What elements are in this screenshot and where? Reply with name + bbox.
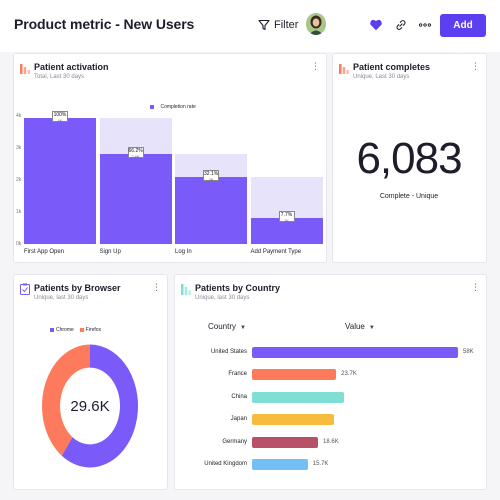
y-tick-label: 3k — [16, 145, 22, 151]
donut-slice-chrome[interactable] — [61, 344, 138, 468]
percent-sub-label: 4K — [57, 117, 63, 123]
bar-sign-up[interactable] — [99, 154, 172, 244]
y-tick-label: 1k — [16, 209, 22, 215]
link-icon[interactable] — [393, 17, 409, 33]
country-column-header[interactable]: Country ▼ — [208, 322, 246, 331]
chart-legend: Completion rate — [150, 98, 202, 116]
bar-log-in[interactable] — [175, 176, 247, 244]
bar-france[interactable] — [252, 369, 337, 381]
card-menu-icon[interactable]: ⋮ — [471, 282, 480, 292]
avatar-image — [306, 13, 326, 35]
y-tick-label: 2k — [16, 177, 22, 183]
top-header: Product metric - New Users Filter — [0, 0, 500, 54]
patients-by-country-card: Patients by Country Unique, last 30 days… — [174, 274, 487, 490]
completes-value: 6,083 — [356, 134, 462, 183]
percent-label: 100% 4K — [52, 110, 68, 123]
country-label: Japan — [230, 416, 247, 423]
x-category-label: Sign Up — [99, 249, 121, 255]
bar-united-states[interactable] — [252, 347, 458, 358]
percent-sub-label: 2K — [208, 176, 214, 182]
country-label: Germany — [222, 438, 247, 445]
bar-chart-icon — [181, 284, 191, 295]
card-title: Patient activation — [34, 62, 109, 72]
percent-label: 66.2% 2.6K — [127, 147, 144, 160]
card-menu-icon[interactable]: ⋮ — [311, 61, 320, 71]
card-menu-icon[interactable]: ⋮ — [152, 282, 161, 292]
legend-firefox: Firefox — [85, 326, 102, 333]
country-label: France — [228, 371, 247, 378]
percent-label: 32.1% 2K — [203, 169, 219, 182]
percent-sub-label: 2.6K — [131, 154, 140, 160]
country-label: United States — [210, 349, 247, 355]
card-subtitle: Unique, last 30 days — [34, 295, 89, 301]
x-category-label: Add Payment Type — [250, 249, 302, 255]
browser-legend: Chrome Firefox — [50, 321, 107, 339]
y-tick-label: 4k — [16, 113, 22, 119]
bar-chart-icon — [339, 64, 349, 74]
donut-slice-firefox[interactable] — [42, 344, 90, 456]
percent-label: 7.7% 1K — [278, 211, 295, 224]
more-options-icon[interactable] — [417, 17, 433, 33]
x-category-label: First App Open — [24, 249, 65, 255]
legend-chrome: Chrome — [56, 326, 74, 333]
bar-germany[interactable] — [252, 436, 319, 448]
card-subtitle: Total, Last 30 days — [34, 74, 85, 80]
page-title: Product metric - New Users — [14, 16, 195, 32]
bar-japan[interactable] — [252, 414, 334, 426]
add-report-button[interactable]: Add Report — [440, 14, 486, 54]
percent-sub-label: 1K — [284, 218, 289, 224]
caret-down-icon: ▼ — [368, 325, 375, 331]
x-category-label: Log In — [175, 249, 192, 255]
caret-down-icon: ▼ — [240, 325, 246, 331]
legend-swatch — [79, 327, 84, 332]
browser-donut-chart — [42, 344, 138, 468]
y-tick-label: 0k — [16, 241, 22, 247]
bar-china[interactable] — [252, 391, 345, 403]
avatar[interactable] — [306, 13, 326, 35]
bar-value-label: 15.7K — [312, 461, 329, 467]
country-label: China — [231, 393, 247, 400]
filter-icon — [258, 19, 270, 31]
card-subtitle: Unique, Last 30 days — [353, 74, 410, 80]
bar-add-payment-type[interactable] — [250, 218, 323, 244]
country-label: United Kingdom — [204, 461, 247, 467]
bar-value-label: 58K — [463, 349, 474, 355]
value-header-label: Value — [345, 322, 365, 331]
card-title: Patient completes — [353, 62, 431, 72]
card-title: Patients by Country — [195, 283, 281, 293]
bar-value-label: 18.6K — [323, 438, 339, 445]
legend-completion-rate: Completion rate — [160, 103, 196, 110]
card-menu-icon[interactable]: ⋮ — [471, 61, 480, 71]
bar-first-app-open[interactable] — [24, 117, 96, 244]
card-title: Patients by Browser — [34, 283, 121, 293]
bar-value-label: 23.7K — [341, 371, 357, 378]
filter-button[interactable]: Filter — [258, 14, 298, 36]
heart-icon[interactable] — [368, 17, 384, 33]
value-column-header[interactable]: Value ▼ — [345, 322, 375, 331]
bar-united-kingdom[interactable] — [252, 459, 308, 470]
bar-chart-icon — [20, 64, 30, 74]
card-subtitle: Unique, last 30 days — [195, 295, 250, 301]
completes-caption: Complete - Unique — [379, 193, 439, 200]
filter-label: Filter — [274, 19, 299, 31]
country-header-label: Country — [208, 322, 237, 331]
donut-center-value: 29.6K — [70, 398, 110, 415]
patient-completes-card: Patient completes Unique, Last 30 days ⋮ — [332, 53, 487, 263]
legend-swatch — [150, 104, 154, 109]
clipboard-icon — [20, 283, 30, 295]
legend-swatch — [50, 327, 54, 332]
